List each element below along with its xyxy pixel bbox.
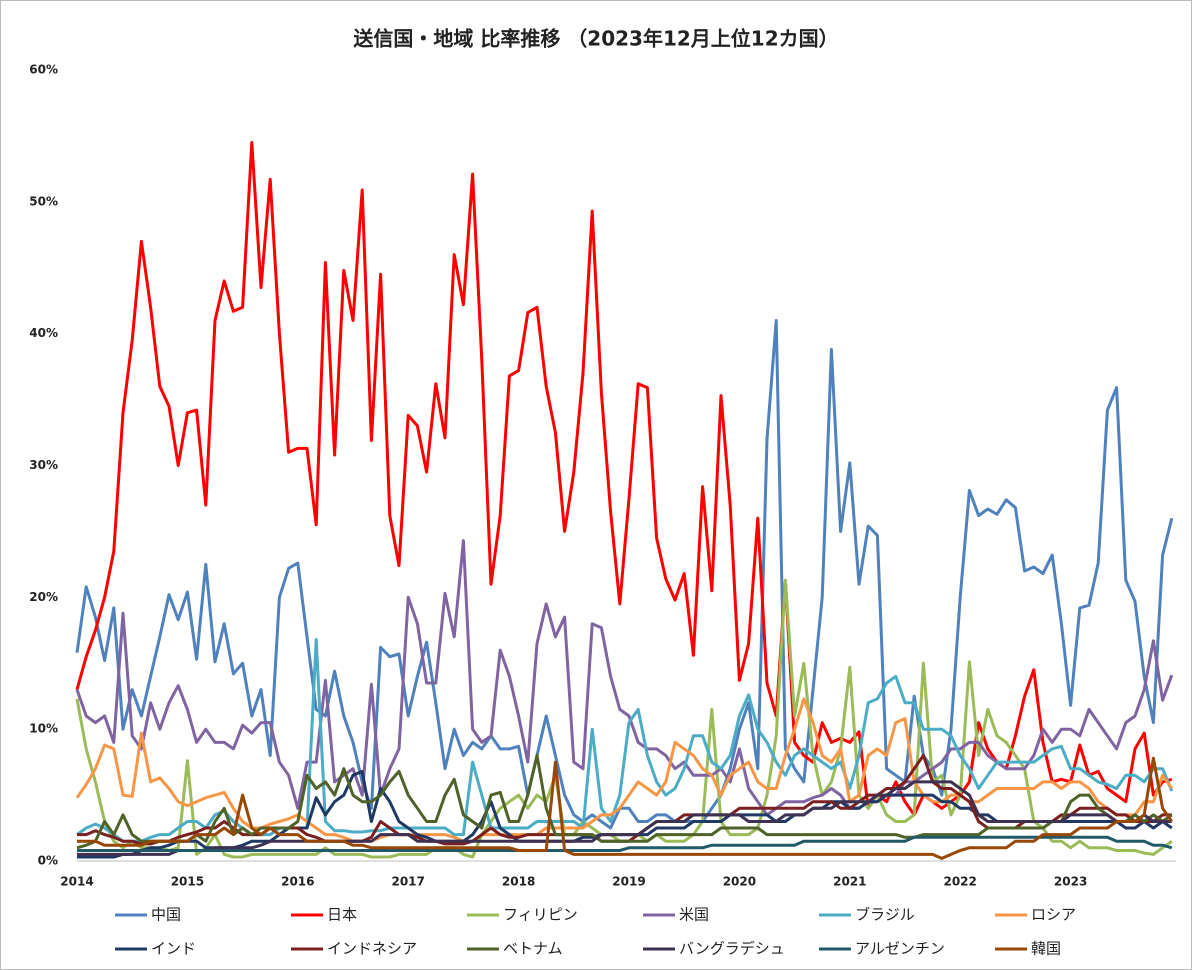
legend-label: インドネシア: [327, 940, 417, 958]
legend-label: アルゼンチン: [855, 940, 945, 958]
y-tick-label: 50%: [29, 194, 58, 208]
legend-label: バングラデシュ: [679, 940, 785, 958]
series-line: [75, 319, 1174, 830]
x-tick-label: 2014: [60, 875, 93, 889]
legend-label: インド: [151, 940, 196, 958]
legend-label: 米国: [679, 906, 709, 924]
series-line: [77, 780, 1172, 856]
chart-title: 送信国・地域 比率推移 （2023年12月上位12カ国）: [353, 27, 838, 51]
x-tick-label: 2023: [1054, 875, 1087, 889]
series-line: [75, 141, 1173, 817]
series-line: [77, 835, 1173, 852]
x-tick-label: 2015: [171, 875, 204, 889]
y-tick-label: 0%: [38, 854, 58, 868]
series-line: [76, 754, 1173, 850]
x-tick-label: 2017: [391, 875, 424, 889]
y-tick-label: 40%: [29, 326, 58, 340]
series-line: [75, 539, 1174, 817]
x-tick-label: 2021: [833, 875, 866, 889]
series-line: [77, 756, 1174, 860]
y-tick-label: 30%: [29, 458, 58, 472]
x-tick-label: 2019: [612, 875, 645, 889]
legend-label: ベトナム: [503, 940, 563, 958]
legend-label: ロシア: [1031, 906, 1076, 924]
x-tick-label: 2018: [502, 875, 535, 889]
legend-label: 日本: [327, 906, 357, 924]
legend-label: ブラジル: [855, 906, 915, 924]
legend-label: 中国: [151, 906, 181, 924]
y-tick-label: 20%: [29, 590, 58, 604]
x-tick-label: 2016: [281, 875, 314, 889]
x-tick-label: 2020: [723, 875, 756, 889]
legend-label: 韓国: [1031, 940, 1061, 958]
legend-label: フィリピン: [503, 906, 578, 924]
x-tick-label: 2022: [943, 875, 976, 889]
y-tick-label: 60%: [29, 63, 58, 77]
y-tick-label: 10%: [29, 722, 58, 736]
